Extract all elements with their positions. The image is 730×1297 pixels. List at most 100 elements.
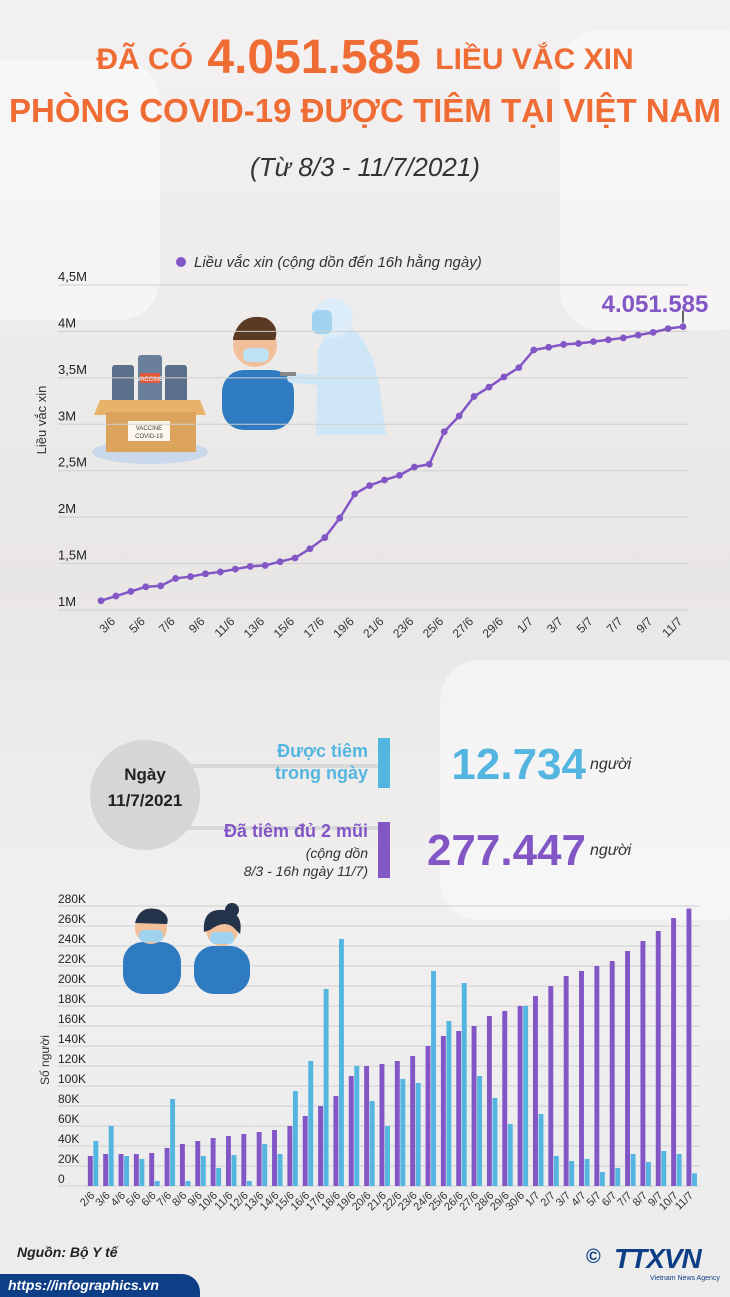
bar-daily-injected	[185, 1181, 191, 1186]
daily-vaccination-bar-chart: 0 20K 40K 60K 80K 100K 120K 140K 160K 180K 200K 220…	[38, 892, 700, 1214]
woman-shirt	[194, 946, 250, 994]
background-vial-shape	[0, 60, 160, 320]
line-chart-y-tick-label: 4,5M	[58, 269, 87, 284]
bar-fully-vaccinated	[149, 1153, 155, 1186]
box-label-line1: VACCINE	[136, 426, 162, 432]
fully-vaccinated-label: Đã tiêm đủ 2 mũi	[223, 821, 368, 841]
patient-hair	[233, 316, 277, 340]
line-chart-y-tick-label: 2M	[58, 501, 76, 516]
bar-chart-x-axis: 2/63/64/65/66/67/68/69/610/611/612/613/6…	[78, 1190, 696, 1214]
background-vial-shape	[560, 30, 730, 330]
bar-chart-y-tick-label: 280K	[58, 892, 86, 906]
line-chart-point	[664, 325, 672, 333]
box-lid	[94, 400, 206, 415]
line-chart-point	[560, 341, 568, 348]
bar-daily-injected	[231, 1155, 237, 1186]
bar-fully-vaccinated	[103, 1154, 109, 1186]
box-label	[128, 421, 170, 441]
fully-vaccinated-unit: người	[590, 842, 632, 859]
line-chart-point	[321, 534, 329, 541]
bar-fully-vaccinated	[456, 1031, 462, 1186]
line-chart-point	[231, 565, 239, 573]
line-chart-point	[112, 592, 120, 600]
daily-injected-bar	[378, 738, 390, 788]
website-link[interactable]: https://infographics.vn	[8, 1277, 159, 1293]
bar-daily-injected	[93, 1141, 99, 1186]
bar-daily-injected	[538, 1114, 544, 1186]
line-chart-point	[575, 340, 582, 347]
line-chart-point	[246, 562, 254, 570]
bar-fully-vaccinated	[671, 918, 677, 1186]
line-chart-x-tick-label: 7/6	[156, 614, 178, 636]
woman-mask	[210, 932, 234, 944]
line-chart-y-tick-label: 4M	[58, 315, 76, 330]
bar-chart-y-tick-label: 40K	[58, 1132, 79, 1146]
page-title-line2: PHÒNG COVID-19 ĐƯỢC TIÊM TẠI VIỆT NAM	[9, 92, 721, 129]
woman-hair-bun	[225, 903, 239, 917]
face-shield	[312, 310, 332, 334]
bar-fully-vaccinated	[625, 951, 631, 1186]
bar-chart-y-tick-label: 240K	[58, 932, 86, 946]
bar-fully-vaccinated	[686, 908, 692, 1186]
bar-daily-injected	[323, 989, 329, 1186]
line-chart-point	[455, 412, 463, 420]
bar-daily-injected	[692, 1173, 697, 1186]
bar-fully-vaccinated	[517, 1006, 523, 1186]
line-chart-point	[157, 582, 165, 590]
bar-chart-y-tick-label: 220K	[58, 952, 86, 966]
bar-daily-injected	[277, 1154, 283, 1186]
line-chart-series	[97, 310, 687, 605]
vial-icon	[112, 365, 134, 405]
line-chart-point	[619, 334, 627, 342]
bar-fully-vaccinated	[394, 1061, 400, 1186]
bar-fully-vaccinated	[133, 1154, 139, 1186]
bar-fully-vaccinated	[302, 1116, 308, 1186]
bar-fully-vaccinated	[548, 986, 554, 1186]
bar-chart-y-tick-label: 0	[58, 1172, 65, 1186]
daily-injected-unit: người	[590, 756, 632, 773]
bar-daily-injected	[446, 1021, 452, 1186]
bar-daily-injected	[415, 1083, 421, 1186]
bar-daily-injected	[645, 1162, 651, 1186]
bar-daily-injected	[431, 971, 436, 1186]
bar-daily-injected	[369, 1101, 375, 1186]
fully-vaccinated-bar	[378, 822, 390, 878]
bar-daily-injected	[292, 1091, 298, 1186]
bar-fully-vaccinated	[425, 1046, 431, 1186]
line-chart-x-tick-label: 3/6	[96, 614, 118, 636]
bar-fully-vaccinated	[655, 931, 661, 1186]
line-chart-point	[291, 554, 299, 562]
line-chart-grid	[58, 284, 688, 611]
bar-fully-vaccinated	[318, 1106, 324, 1186]
line-chart-point	[187, 573, 194, 580]
bar-fully-vaccinated	[210, 1138, 216, 1186]
bar-daily-injected	[477, 1076, 483, 1186]
bar-chart-y-tick-label: 160K	[58, 1012, 86, 1026]
line-chart-point	[396, 471, 403, 479]
line-chart-y-tick-label: 1M	[58, 594, 76, 609]
bar-daily-injected	[139, 1159, 145, 1186]
line-chart-x-tick-label: 27/6	[450, 614, 477, 641]
bar-chart-y-tick-label: 20K	[58, 1152, 79, 1166]
footer-bar	[0, 1274, 200, 1297]
connector-line	[185, 826, 390, 830]
bar-daily-injected	[108, 1126, 114, 1186]
line-chart-point	[515, 364, 523, 372]
man-mask	[139, 930, 163, 942]
line-chart-x-tick-label: 3/7	[544, 614, 566, 636]
ttxvn-logo: TTXVN	[614, 1243, 702, 1274]
title-number: 4.051.585	[207, 31, 421, 84]
bar-fully-vaccinated	[287, 1126, 293, 1186]
line-chart-x-tick-label: 11/6	[212, 614, 238, 640]
patient-shirt	[222, 370, 294, 430]
date-label: Ngày 11/7/2021	[107, 765, 183, 810]
daily-injected-label: Được tiêm trong ngày	[275, 741, 368, 783]
title-suffix: LIỀU VẮC XIN	[435, 43, 634, 76]
people-illustration	[123, 903, 250, 994]
bar-daily-injected	[507, 1124, 513, 1186]
line-chart-x-tick-label: 19/6	[330, 614, 357, 641]
line-chart-y-tick-label: 3,5M	[58, 362, 87, 377]
cumulative-doses-line-chart: VACCINE VACCINE COVID-19 1M 1,5M 2M 2,5M 3M 3…	[34, 254, 708, 641]
bar-fully-vaccinated	[195, 1141, 201, 1186]
